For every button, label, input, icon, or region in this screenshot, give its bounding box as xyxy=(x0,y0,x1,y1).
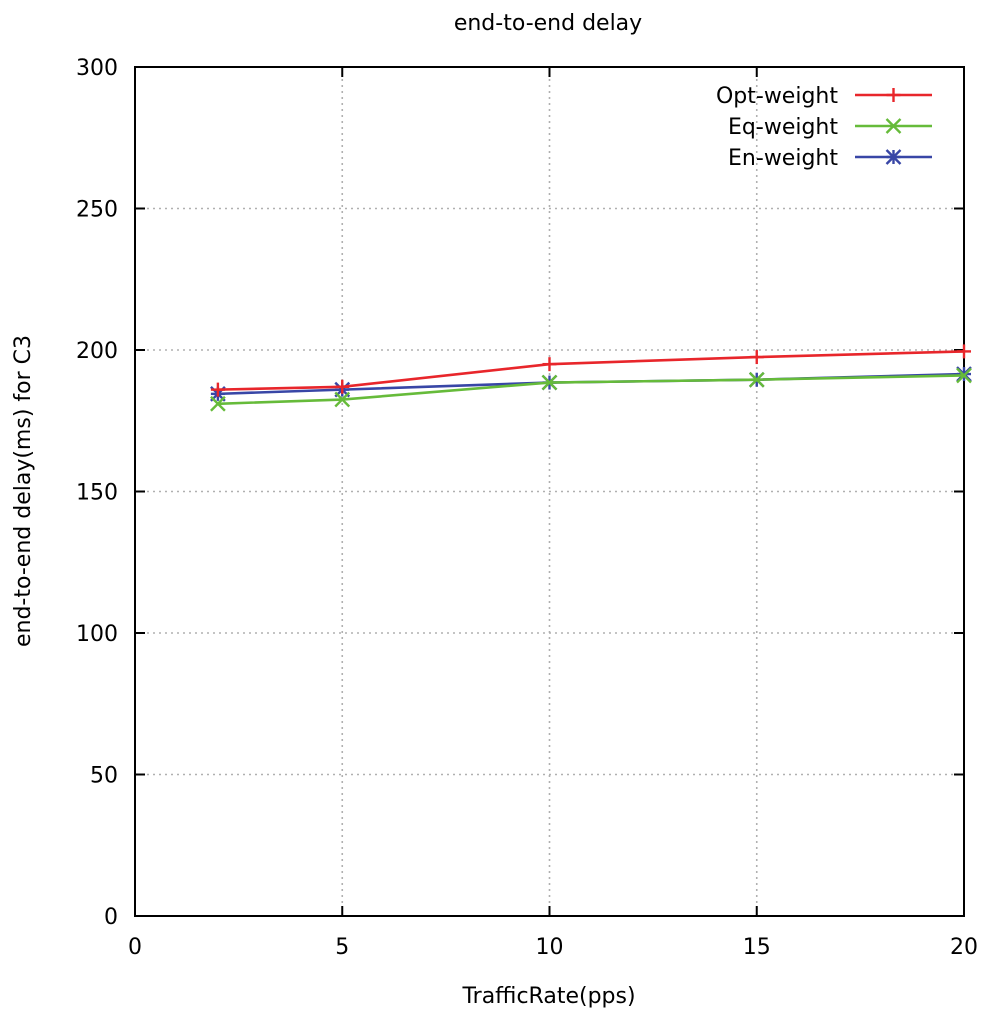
y-tick-label: 200 xyxy=(76,339,118,364)
data-point xyxy=(748,371,765,388)
x-tick-label: 10 xyxy=(536,935,564,960)
y-tick-label: 150 xyxy=(76,481,118,506)
data-point xyxy=(541,374,558,391)
legend-entry: En-weight xyxy=(728,146,932,171)
legend-entry: Opt-weight xyxy=(716,84,932,109)
legend-entry: Eq-weight xyxy=(728,115,932,140)
data-point xyxy=(885,118,902,134)
y-tick-label: 300 xyxy=(76,56,118,81)
series-line xyxy=(217,350,965,391)
marker-stroke xyxy=(334,391,351,408)
marker-stroke xyxy=(210,395,226,412)
data-point xyxy=(210,382,225,397)
data-point xyxy=(749,350,764,365)
series-eq-weight xyxy=(210,367,972,412)
chart-title: end-to-end delay xyxy=(454,11,642,36)
axis-ticks: 0 50 100 150 200 250 300 0 5 10 15 20 xyxy=(76,56,978,960)
marker-stroke xyxy=(885,118,902,134)
x-tick-label: 20 xyxy=(950,935,978,960)
data-point xyxy=(335,379,350,394)
y-tick-label: 50 xyxy=(90,764,118,789)
y-tick-label: 100 xyxy=(76,622,118,647)
marker-stroke xyxy=(885,149,902,165)
data-point xyxy=(886,88,901,102)
y-tick-label: 0 xyxy=(104,905,118,930)
x-tick-label: 5 xyxy=(335,935,349,960)
data-point xyxy=(956,367,972,384)
x-axis-title: TrafficRate(pps) xyxy=(461,984,635,1009)
y-axis-title: end-to-end delay(ms) for C3 xyxy=(11,335,36,647)
x-tick-label: 15 xyxy=(743,935,771,960)
data-point xyxy=(957,344,971,359)
marker-stroke xyxy=(748,371,765,388)
data-point xyxy=(885,149,902,165)
series-en-weight xyxy=(210,366,972,402)
legend-label: Eq-weight xyxy=(728,115,838,140)
data-point xyxy=(542,357,557,372)
legend-label: En-weight xyxy=(728,146,838,171)
data-point xyxy=(334,391,351,408)
legend-label: Opt-weight xyxy=(716,84,838,109)
grid xyxy=(135,67,964,916)
y-tick-label: 250 xyxy=(76,198,118,223)
series-opt-weight xyxy=(210,344,971,397)
data-point xyxy=(210,395,226,412)
marker-stroke xyxy=(541,374,558,391)
legend: Opt-weight Eq-weight En-weight xyxy=(716,84,932,171)
marker-stroke xyxy=(956,367,972,384)
x-tick-label: 0 xyxy=(128,935,142,960)
series xyxy=(210,344,972,412)
